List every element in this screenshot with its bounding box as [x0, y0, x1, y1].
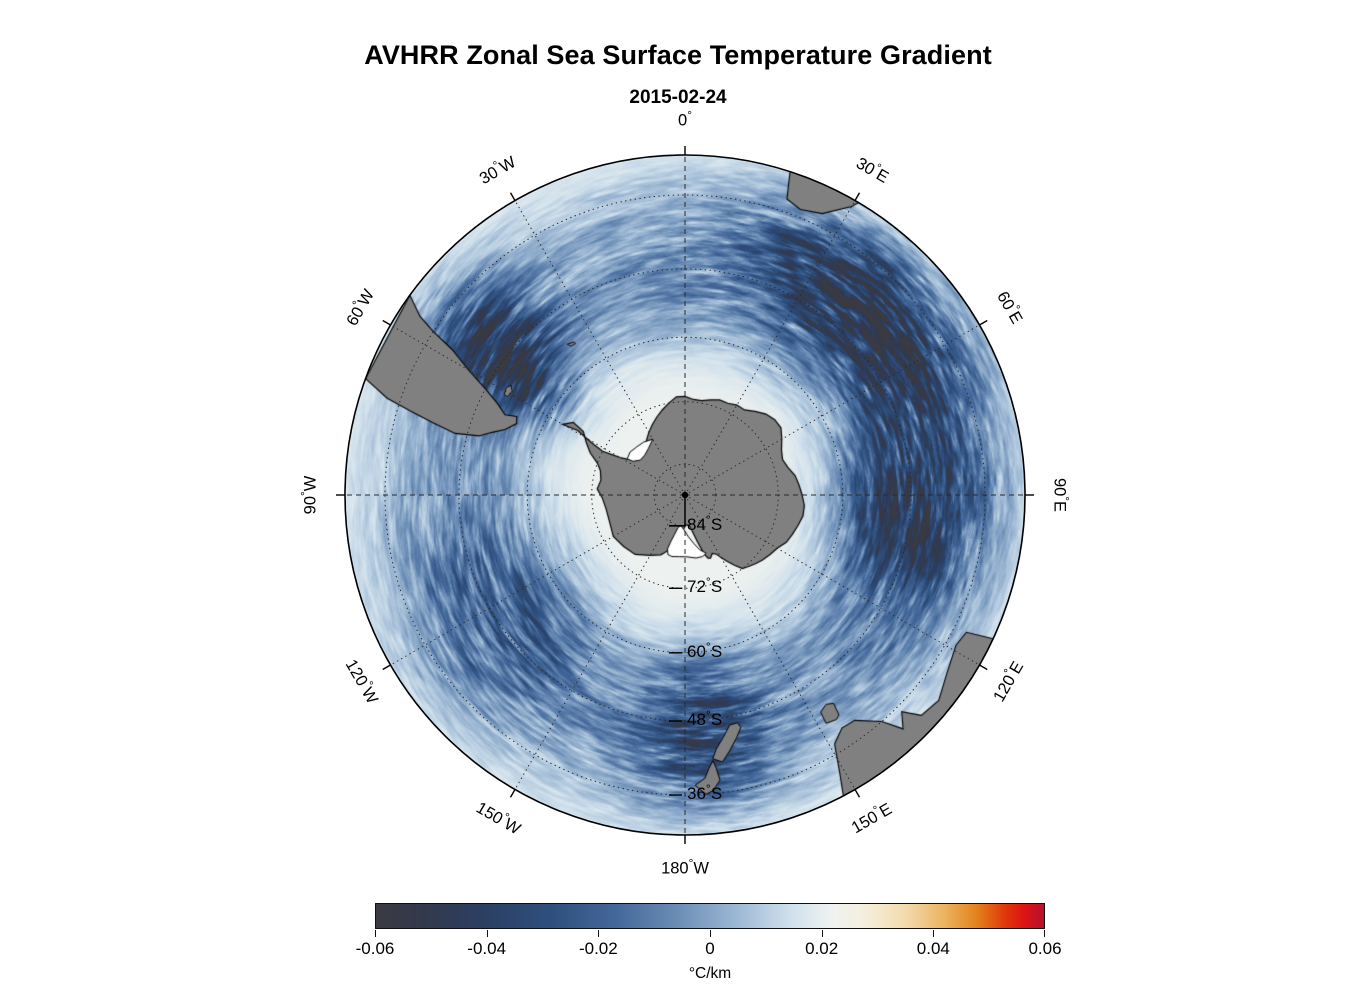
- colorbar-tick-label: 0.04: [916, 939, 950, 958]
- colorbar-tick-label: 0: [705, 939, 715, 958]
- colorbar-tick: [1044, 930, 1045, 937]
- colorbar-tick-label: 0.06: [1028, 939, 1062, 958]
- page-title: AVHRR Zonal Sea Surface Temperature Grad…: [364, 40, 992, 70]
- latitude-label-84S: 84°S: [687, 512, 723, 534]
- figure-date-subtitle: 2015-02-24: [629, 87, 727, 108]
- colorbar-tick-label: -0.06: [355, 939, 395, 958]
- longitude-label-180W: 180°W: [661, 856, 709, 878]
- latitude-label-48S: 48°S: [687, 707, 723, 730]
- colorbar-tick: [375, 930, 376, 937]
- colorbar-unit-label: °C/km: [688, 965, 732, 982]
- colorbar-tick: [710, 930, 711, 937]
- latitude-label-60S: 60°S: [687, 639, 723, 661]
- longitude-label-0: 0°: [678, 108, 692, 130]
- colorbar-tick-label: -0.04: [467, 939, 507, 958]
- colorbar: -0.06 -0.04 -0.02 0 0.02 0.04 0.06 °C/km: [356, 903, 1062, 982]
- colorbar-gradient: [375, 903, 1045, 929]
- sst-gradient-field: [330, 130, 1040, 860]
- colorbar-tick-label: -0.02: [578, 939, 618, 958]
- colorbar-tick: [598, 930, 600, 937]
- colorbar-tick: [486, 930, 488, 937]
- colorbar-tick: [933, 930, 935, 937]
- longitude-label-90W: 90°W: [298, 475, 320, 515]
- latitude-label-72S: 72°S: [687, 574, 723, 597]
- longitude-label-90E: 90°E: [1050, 477, 1073, 513]
- colorbar-tick-label: 0.02: [805, 939, 839, 958]
- polar-map: 0° 30°E 60°E 90°E 120°E 150°E 180°W 150°W 120°W 9…: [298, 109, 1072, 877]
- latitude-label-36S: 36°S: [687, 781, 723, 804]
- colorbar-tick: [821, 930, 823, 937]
